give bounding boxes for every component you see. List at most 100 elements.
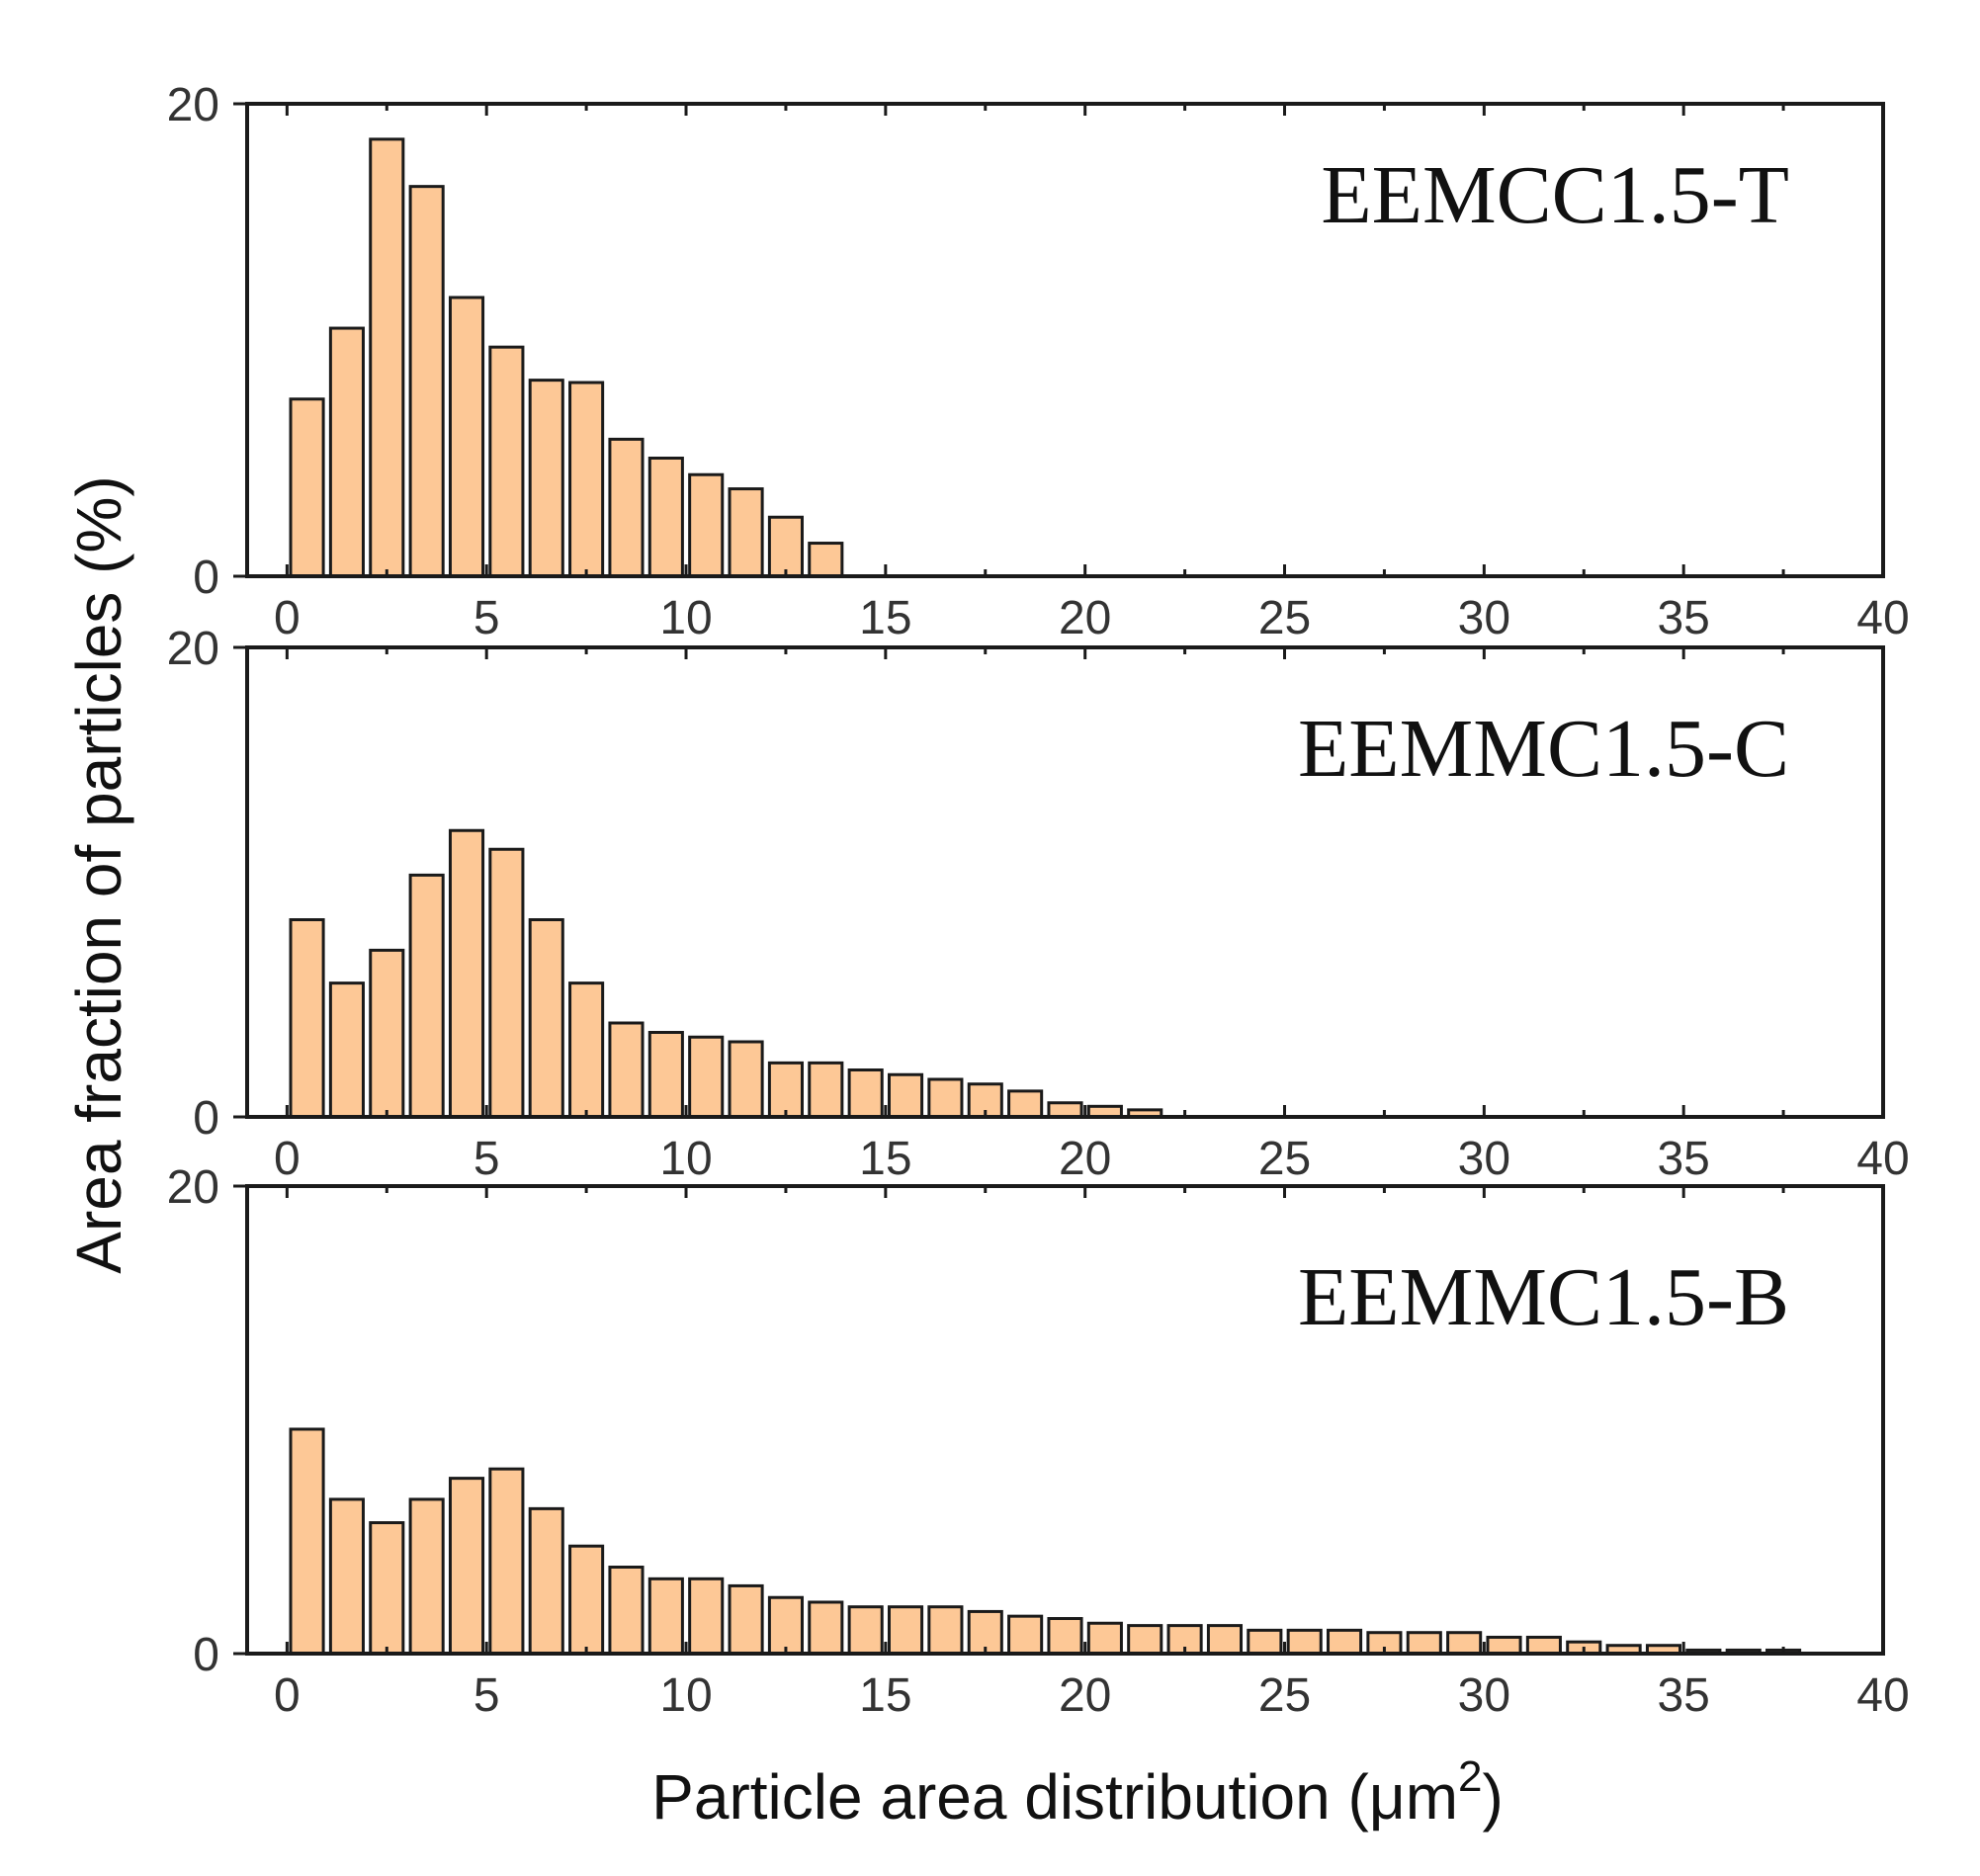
bar <box>488 847 525 1119</box>
x-tick-label: 40 <box>1856 592 1909 644</box>
bar <box>1327 1628 1363 1656</box>
x-axis-title-main: Particle area distribution ( <box>651 1761 1369 1833</box>
x-tick-label: 35 <box>1657 1133 1709 1185</box>
bar <box>328 1497 365 1656</box>
y-tick-label: 0 <box>193 1092 219 1145</box>
bar <box>1007 1089 1044 1119</box>
bar <box>808 542 844 578</box>
bar <box>1486 1635 1522 1656</box>
bar <box>767 1595 804 1656</box>
x-tick-label: 30 <box>1458 592 1510 644</box>
bar <box>647 1577 684 1656</box>
bar <box>1525 1635 1562 1656</box>
y-tick-label: 0 <box>193 1629 219 1681</box>
bar <box>528 918 564 1119</box>
bar <box>1047 1101 1083 1119</box>
x-axis-title-sup: 2 <box>1458 1752 1482 1801</box>
x-tick-label: 10 <box>659 1669 712 1722</box>
bar <box>847 1605 884 1656</box>
y-tick-label: 0 <box>193 552 219 604</box>
x-tick-label: 40 <box>1856 1669 1909 1722</box>
bar <box>369 948 405 1119</box>
bar <box>647 1031 684 1119</box>
bar <box>728 1583 764 1656</box>
x-tick-label: 5 <box>473 1133 500 1185</box>
panel-3: 0 20 0 5 10 15 20 25 30 35 40 EEMMC1.5-B <box>167 1161 1910 1722</box>
bar <box>688 472 725 578</box>
bar <box>927 1077 964 1119</box>
bar <box>289 1427 325 1656</box>
bar <box>887 1072 924 1119</box>
panels: 0 20 0 5 10 15 20 25 30 35 40 EEMCC1.5-T 0 20 0 5 10 15 20… <box>167 79 1910 1722</box>
x-tick-label: 40 <box>1856 1133 1909 1185</box>
bar <box>289 918 325 1119</box>
x-tick-label: 15 <box>859 1669 911 1722</box>
bar <box>408 1497 445 1656</box>
bar <box>1127 1624 1163 1656</box>
bar <box>528 379 564 578</box>
bar <box>1446 1631 1483 1656</box>
x-tick-label: 0 <box>274 1133 301 1185</box>
x-tick-label: 25 <box>1258 1133 1311 1185</box>
x-tick-label: 35 <box>1657 1669 1709 1722</box>
panel-label: EEMMC1.5-B <box>1298 1251 1789 1343</box>
bar <box>608 437 645 578</box>
panel-label: EEMMC1.5-C <box>1298 703 1789 795</box>
y-tick-label: 20 <box>167 1161 219 1214</box>
x-axis-title: Particle area distribution (μm2) <box>651 1752 1504 1833</box>
plot-frame <box>245 645 1885 1119</box>
x-tick-label: 20 <box>1059 592 1111 644</box>
bar <box>808 1600 844 1656</box>
bar <box>369 137 405 578</box>
bar <box>448 1477 485 1656</box>
bar <box>289 397 325 578</box>
bar <box>1007 1614 1044 1656</box>
bar <box>728 1040 764 1119</box>
x-tick-label: 0 <box>274 1669 301 1722</box>
bar <box>528 1506 564 1656</box>
bar <box>1086 1621 1123 1656</box>
x-tick-label: 15 <box>859 592 911 644</box>
bar <box>488 1467 525 1656</box>
bar <box>1247 1628 1283 1656</box>
bar <box>767 1061 804 1119</box>
bar <box>1206 1624 1244 1656</box>
x-tick-label: 10 <box>659 1133 712 1185</box>
x-tick-label: 35 <box>1657 592 1709 644</box>
x-tick-label: 10 <box>659 592 712 644</box>
bar <box>688 1035 725 1119</box>
x-axis-title-unit: μm <box>1369 1761 1458 1833</box>
panel-1: 0 20 0 5 10 15 20 25 30 35 40 EEMCC1.5-T <box>167 79 1910 644</box>
bar <box>608 1565 645 1656</box>
x-tick-label: 30 <box>1458 1669 1510 1722</box>
bar <box>568 381 605 578</box>
x-tick-label: 5 <box>473 592 500 644</box>
bar <box>328 981 365 1119</box>
bar <box>808 1061 844 1119</box>
bar <box>448 296 485 578</box>
bar <box>408 873 445 1119</box>
x-tick-label: 25 <box>1258 592 1311 644</box>
x-tick-label: 25 <box>1258 1669 1311 1722</box>
plot-frame <box>245 1184 1885 1656</box>
bar <box>1286 1628 1323 1656</box>
bar <box>647 457 684 578</box>
bar <box>767 515 804 578</box>
bar <box>408 185 445 578</box>
bar <box>927 1605 964 1656</box>
x-axis-title-close: ) <box>1483 1761 1504 1833</box>
x-tick-label: 15 <box>859 1133 911 1185</box>
y-tick-label: 20 <box>167 79 219 131</box>
x-tick-label: 5 <box>473 1669 500 1722</box>
x-tick-label: 0 <box>274 592 301 644</box>
x-tick-label: 20 <box>1059 1133 1111 1185</box>
x-tick-label: 30 <box>1458 1133 1510 1185</box>
y-axis-title: Area fraction of particles (%) <box>63 475 134 1273</box>
bar <box>369 1521 405 1656</box>
y-tick-label: 20 <box>167 623 219 675</box>
bar <box>847 1068 884 1119</box>
bar <box>568 1544 605 1656</box>
bar <box>488 345 525 578</box>
bar <box>688 1577 725 1656</box>
